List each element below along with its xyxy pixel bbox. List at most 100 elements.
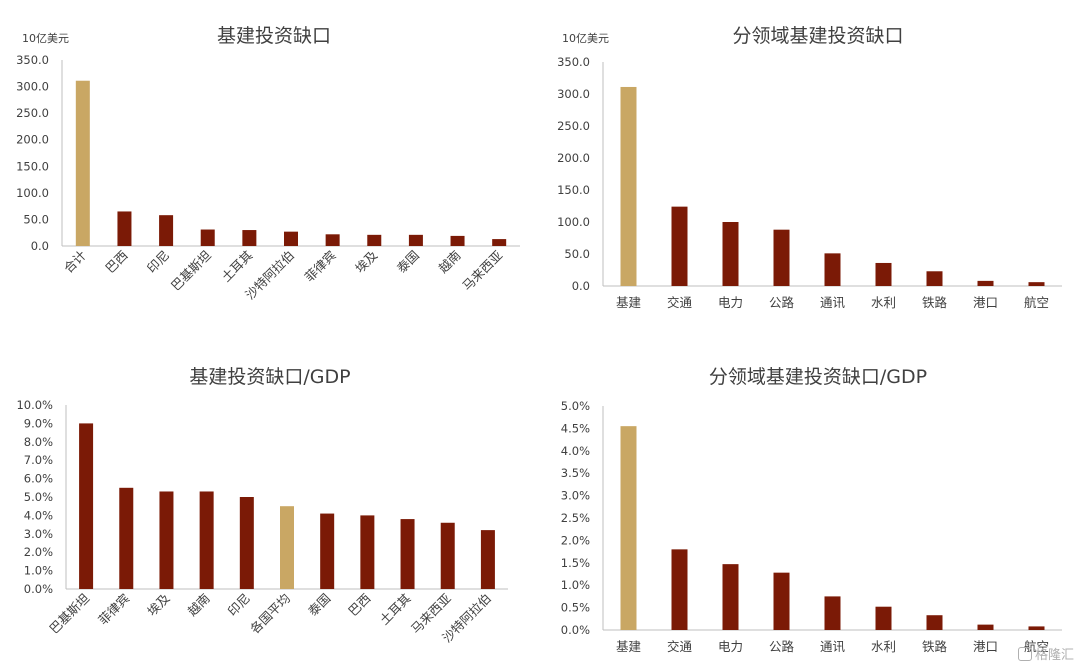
y-tick-label: 5.0% (24, 490, 53, 504)
y-tick-label: 250.0 (16, 106, 49, 120)
x-category-label: 巴西 (345, 591, 373, 619)
bar (620, 86, 637, 287)
y-tick-label: 250.0 (557, 119, 590, 133)
x-category-label: 公路 (769, 295, 795, 310)
unit-label: 10亿美元 (562, 32, 609, 45)
x-category-label: 通讯 (820, 295, 846, 310)
y-tick-label: 0.0 (572, 279, 590, 293)
x-category-label: 印尼 (144, 248, 172, 276)
y-tick-label: 1.0% (24, 564, 53, 578)
chart-infra-gap: 基建投资缺口 10亿美元 0.0 50.0 100.0 150.0 200.0 250.0 30… (0, 0, 540, 333)
chart-sector-infra-gap-svg: 分领域基建投资缺口 10亿美元 0.0 50.0 100.0 150.0 200.0 250.… (557, 25, 1062, 310)
bar (400, 519, 415, 589)
bar (159, 491, 174, 589)
x-category-label: 菲律宾 (302, 248, 339, 285)
x-category-label: 水利 (871, 639, 896, 654)
bar (926, 271, 943, 286)
bar (977, 280, 994, 286)
y-tick-label: 5.0% (561, 399, 590, 413)
bar (440, 522, 455, 589)
x-category-label: 土耳其 (377, 591, 414, 628)
bar (280, 506, 294, 589)
bar (239, 497, 254, 589)
y-tick-label: 2.0% (561, 533, 590, 547)
y-tick-label: 150.0 (557, 183, 590, 197)
x-category-label: 基建 (616, 295, 642, 310)
x-category-label: 合计 (61, 248, 89, 276)
x-category-label: 铁路 (922, 295, 948, 310)
y-tick-label: 0.5% (561, 601, 590, 615)
bar (722, 564, 739, 630)
y-tick-label: 4.0% (24, 508, 53, 522)
x-category-label: 菲律宾 (95, 591, 132, 628)
y-tick-label: 9.0% (24, 416, 53, 430)
y-tick-label: 100.0 (16, 186, 49, 200)
x-category-label: 巴西 (102, 248, 130, 276)
x-category-label: 港口 (973, 639, 998, 654)
x-category-label: 交通 (667, 639, 693, 654)
chart-sector-infra-gap-gdp: 分领域基建投资缺口/GDP 0.0% 0.5% 1.0% 1.5% 2.0% 2.5% 3.0… (540, 333, 1080, 667)
x-category-label: 埃及 (144, 590, 173, 619)
y-tick-label: 300.0 (16, 80, 49, 94)
bar (367, 234, 382, 246)
x-category-label: 巴基斯坦 (46, 591, 92, 637)
bar (200, 229, 215, 246)
chart-title: 基建投资缺口 (217, 25, 331, 47)
x-category-label: 埃及 (352, 247, 381, 276)
x-category-label: 港口 (973, 295, 998, 310)
bar (1028, 282, 1045, 286)
bar (242, 230, 257, 246)
bar (480, 530, 495, 589)
x-category-label: 公路 (769, 639, 795, 654)
bar (199, 491, 214, 589)
x-category-label: 铁路 (922, 639, 948, 654)
y-tick-label: 1.5% (561, 556, 590, 570)
chart-infra-gap-gdp-svg: 基建投资缺口/GDP 0.0% 1.0% 2.0% 3.0% 4.0% 5.0% 6.0% 7.… (16, 366, 508, 645)
y-tick-label: 350.0 (16, 53, 49, 67)
x-category-label: 泰国 (305, 591, 333, 619)
bar (1028, 626, 1045, 630)
unit-label: 10亿美元 (22, 32, 69, 45)
x-category-label: 通讯 (820, 639, 846, 654)
bar (320, 513, 335, 589)
chart-sector-infra-gap-gdp-svg: 分领域基建投资缺口/GDP 0.0% 0.5% 1.0% 1.5% 2.0% 2.5% 3.0… (561, 366, 1062, 654)
x-category-label: 越南 (435, 248, 463, 276)
bar (119, 487, 134, 589)
y-tick-label: 200.0 (16, 133, 49, 147)
bar (408, 234, 423, 246)
y-tick-label: 0.0 (31, 239, 49, 253)
bar (492, 239, 507, 246)
y-tick-label: 7.0% (24, 453, 53, 467)
watermark-text: 格隆汇 (1034, 648, 1074, 663)
y-tick-label: 3.5% (561, 466, 590, 480)
x-category-label: 土耳其 (218, 248, 255, 285)
bar (360, 515, 375, 589)
bar (824, 596, 841, 630)
y-tick-label: 300.0 (557, 87, 590, 101)
y-tick-label: 100.0 (557, 215, 590, 229)
bar (875, 606, 892, 630)
y-tick-label: 3.0% (561, 489, 590, 503)
y-tick-label: 2.5% (561, 511, 590, 525)
bar (671, 206, 688, 286)
x-category-label: 航空 (1024, 639, 1049, 654)
chart-title: 分领域基建投资缺口 (732, 25, 903, 47)
bar (325, 234, 340, 246)
bar (926, 615, 943, 630)
y-tick-label: 350.0 (557, 55, 590, 69)
x-category-label: 电力 (718, 639, 743, 654)
y-tick-label: 4.5% (561, 421, 590, 435)
chart-title: 分领域基建投资缺口/GDP (709, 366, 927, 388)
y-tick-label: 8.0% (24, 435, 53, 449)
bar (75, 80, 90, 247)
y-tick-label: 50.0 (564, 247, 590, 261)
bar (773, 229, 790, 286)
y-tick-label: 200.0 (557, 151, 590, 165)
watermark-logo-icon (1017, 646, 1032, 661)
bar (284, 231, 298, 246)
y-tick-label: 0.0% (561, 623, 590, 637)
x-category-label: 马来西亚 (459, 248, 505, 294)
y-tick-label: 150.0 (16, 159, 49, 173)
bar (977, 624, 994, 630)
watermark: 格隆汇 (1017, 644, 1074, 663)
